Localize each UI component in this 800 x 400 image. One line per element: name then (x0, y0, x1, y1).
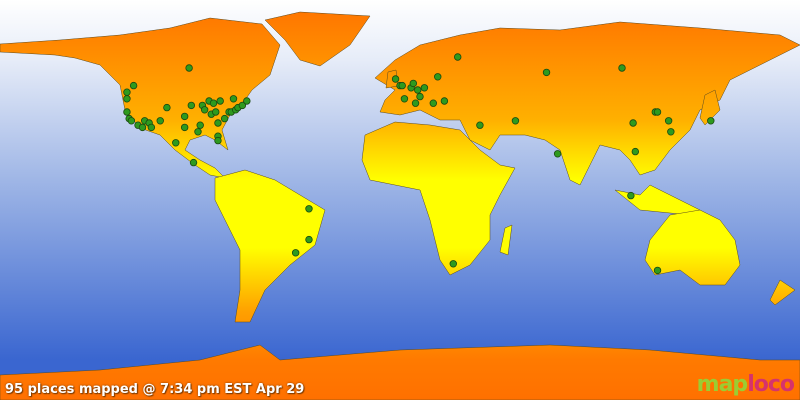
place-marker[interactable] (653, 266, 662, 275)
places-mapped-status: 95 places mapped @ 7:34 pm EST Apr 29 (5, 382, 305, 397)
place-marker[interactable] (305, 205, 313, 213)
north-america (0, 17, 281, 179)
greenland (264, 11, 371, 67)
place-marker[interactable] (220, 114, 229, 123)
place-marker[interactable] (291, 249, 300, 257)
logo-loco: loco (747, 372, 795, 397)
place-marker[interactable] (172, 139, 180, 147)
place-marker[interactable] (398, 81, 406, 90)
place-marker[interactable] (123, 95, 131, 103)
place-marker[interactable] (123, 108, 131, 116)
place-marker[interactable] (511, 117, 520, 125)
place-marker[interactable] (214, 119, 222, 127)
place-marker[interactable] (200, 106, 209, 114)
place-marker[interactable] (129, 81, 138, 90)
maploco-logo[interactable]: maploco (696, 372, 795, 397)
place-marker[interactable] (414, 86, 422, 94)
place-marker[interactable] (411, 99, 420, 107)
place-marker[interactable] (454, 53, 462, 61)
place-marker[interactable] (627, 191, 635, 200)
place-marker[interactable] (429, 99, 437, 107)
place-marker[interactable] (409, 79, 418, 88)
place-markers (123, 53, 715, 275)
australia (644, 209, 741, 286)
place-marker[interactable] (553, 150, 562, 158)
south-america (214, 169, 326, 323)
place-marker[interactable] (420, 84, 429, 92)
place-marker[interactable] (209, 99, 218, 107)
madagascar (499, 224, 513, 256)
place-marker[interactable] (156, 117, 164, 125)
place-marker[interactable] (434, 73, 442, 81)
landmasses (0, 11, 800, 400)
place-marker[interactable] (664, 117, 673, 125)
place-marker[interactable] (542, 68, 551, 77)
place-marker[interactable] (194, 128, 202, 136)
place-marker[interactable] (305, 235, 313, 244)
place-marker[interactable] (147, 123, 156, 132)
africa (361, 121, 516, 276)
eurasia (374, 21, 800, 186)
place-marker[interactable] (138, 123, 147, 132)
place-marker[interactable] (238, 101, 247, 110)
place-marker[interactable] (123, 88, 131, 96)
japan (699, 89, 721, 126)
place-marker[interactable] (214, 136, 222, 145)
place-marker[interactable] (187, 101, 196, 110)
antarctica (0, 344, 800, 400)
place-marker[interactable] (196, 121, 204, 129)
place-marker[interactable] (416, 92, 424, 101)
place-marker[interactable] (653, 108, 662, 116)
place-marker[interactable] (180, 112, 189, 121)
logo-map: map (696, 372, 749, 397)
place-marker[interactable] (629, 119, 637, 127)
place-marker[interactable] (391, 75, 400, 83)
place-marker[interactable] (180, 123, 189, 132)
place-marker[interactable] (440, 97, 449, 105)
place-marker[interactable] (400, 95, 409, 103)
place-marker[interactable] (212, 108, 220, 116)
place-marker[interactable] (229, 95, 238, 103)
place-marker[interactable] (185, 64, 193, 72)
place-marker[interactable] (449, 260, 457, 268)
new-zealand (769, 279, 796, 306)
indonesia (614, 184, 701, 216)
place-marker[interactable] (127, 117, 136, 125)
place-marker[interactable] (618, 64, 626, 72)
place-marker[interactable] (476, 121, 484, 129)
place-marker[interactable] (163, 103, 171, 112)
place-marker[interactable] (189, 158, 198, 167)
place-marker[interactable] (243, 97, 251, 105)
place-marker[interactable] (707, 117, 715, 125)
place-marker[interactable] (216, 97, 224, 105)
place-marker[interactable] (631, 147, 640, 156)
place-marker[interactable] (667, 128, 675, 136)
